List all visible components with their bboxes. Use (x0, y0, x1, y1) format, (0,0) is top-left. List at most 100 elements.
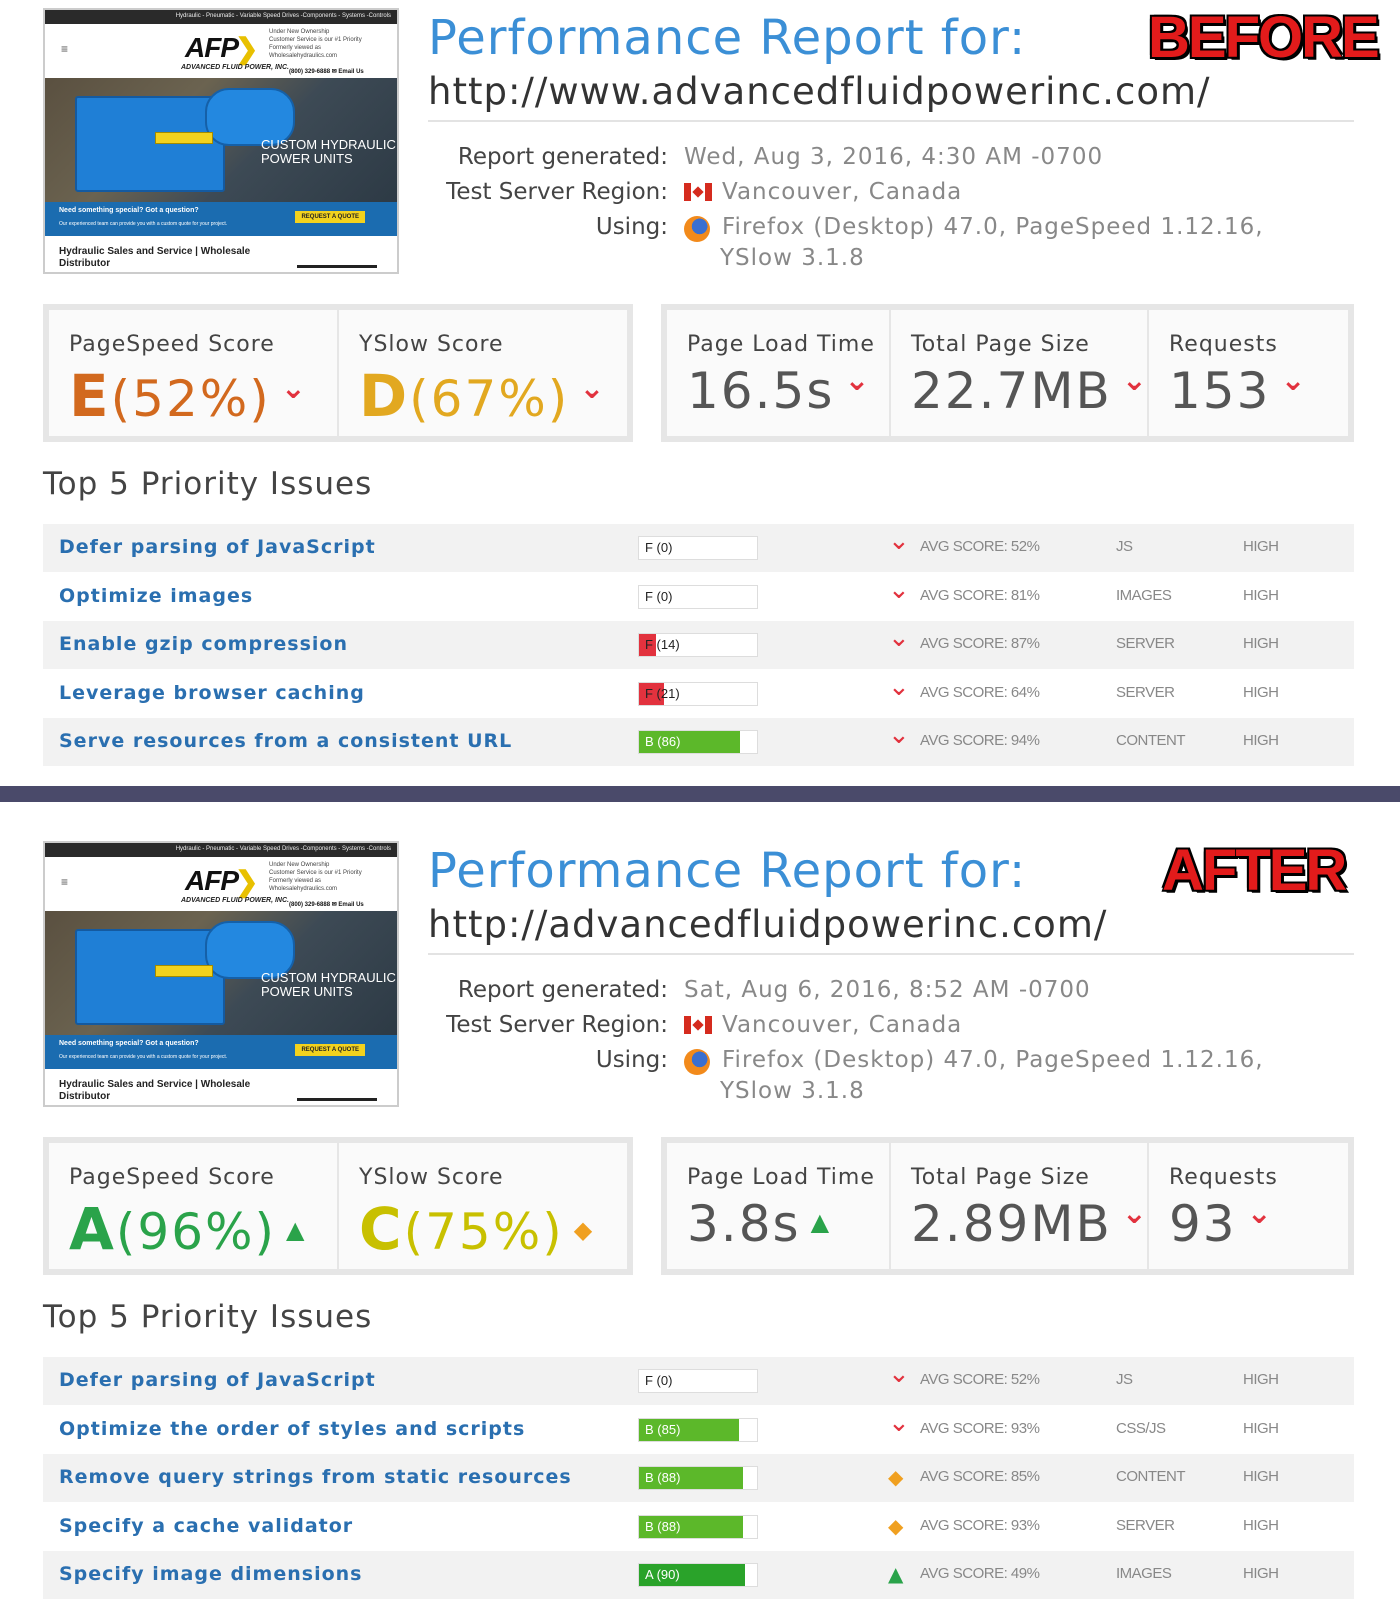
issue-name[interactable]: Specify a cache validator (59, 1514, 354, 1537)
issue-type: JS (1116, 1371, 1133, 1388)
issue-avg-score: AVG SCORE: 49% (920, 1565, 1040, 1582)
issue-avg-score: AVG SCORE: 64% (920, 683, 1040, 701)
using-value-cont: YSlow 3.1.8 (720, 1078, 865, 1104)
issue-name[interactable]: Enable gzip compression (59, 633, 349, 655)
load-number: 16.5s (687, 362, 835, 420)
thumb-quote-band: Need something special? Got a question? … (45, 202, 397, 236)
stamp-label: AFTER (1162, 838, 1347, 903)
issue-name[interactable]: Defer parsing of JavaScript (59, 1369, 376, 1391)
issue-row[interactable]: Specify a cache validator B (88) ◆ AVG SCOR… (43, 1503, 1354, 1551)
motor-image (205, 921, 295, 979)
issue-name[interactable]: Defer parsing of JavaScript (59, 536, 376, 558)
yslow-percent: (67%) (409, 370, 570, 428)
header-rule (428, 953, 1354, 955)
thumb-info: Under New Ownership Customer Service is … (269, 28, 362, 60)
info-line: Customer Service is our #1 Priority (269, 37, 362, 43)
issue-row[interactable]: Serve resources from a consistent URL B (… (43, 718, 1354, 766)
chevron-down-icon: ⌄ (579, 371, 607, 406)
yslow-percent: (75%) (403, 1203, 564, 1261)
chevron-down-icon: ⌄ (1280, 363, 1308, 398)
issue-type: SERVER (1116, 683, 1175, 701)
section-divider (0, 786, 1400, 802)
hero-text: CUSTOM HYDRAULIC POWER UNITS (261, 971, 396, 999)
region-value: Vancouver, Canada (722, 1012, 963, 1038)
issue-name[interactable]: Specify image dimensions (59, 1563, 363, 1585)
chevron-right-icon: ❯ (235, 33, 259, 64)
load-value: 3.8s ▲ (687, 1195, 831, 1253)
info-line: Under New Ownership (269, 862, 330, 868)
yslow-score: YSlow Score D(67%) ⌄ (339, 310, 627, 436)
page-load-time: Page Load Time 16.5s ⌄ (667, 310, 891, 436)
issue-name[interactable]: Serve resources from a consistent URL (59, 730, 513, 752)
issue-row[interactable]: Optimize images F (0) ⌄ AVG SCORE: 81% IMAGE… (43, 573, 1354, 621)
info-line: Formerly viewed as (269, 878, 322, 884)
issue-grade-bar: F (0) (638, 584, 758, 609)
pagespeed-value: A(96%) ▲ (69, 1195, 307, 1263)
chevron-down-icon: ⌄ (888, 526, 910, 556)
thumb-topbar: Hydraulic - Pneumatic - Variable Speed D… (45, 843, 397, 857)
requests-number: 93 (1169, 1195, 1237, 1253)
firefox-icon (684, 1049, 710, 1075)
issue-row[interactable]: Enable gzip compression F (14) ⌄ AVG SCORE:… (43, 621, 1354, 669)
diamond-icon: ◆ (888, 1513, 904, 1538)
header-rule (428, 120, 1354, 122)
issue-grade: F (0) (645, 1373, 673, 1388)
issue-grade-bar: F (0) (638, 536, 758, 560)
issue-name[interactable]: Remove query strings from static resourc… (59, 1466, 572, 1488)
issue-name[interactable]: Leverage browser caching (59, 681, 365, 704)
request-quote-button: REQUEST A QUOTE (295, 1044, 365, 1056)
thumb-phone: (800) 329-6888 ✉ Email Us (289, 902, 364, 908)
motor-image (205, 88, 295, 146)
footer-text: Hydraulic Sales and Service | Wholesale … (59, 246, 251, 269)
band-question: Need something special? Got a question? (59, 1040, 199, 1047)
issue-type: CSS/JS (1116, 1419, 1166, 1437)
issue-avg-score: AVG SCORE: 52% (920, 1371, 1040, 1388)
using-value: Firefox (Desktop) 47.0, PageSpeed 1.12.1… (722, 214, 1264, 240)
generated-value: Sat, Aug 6, 2016, 8:52 AM -0700 (684, 977, 1091, 1003)
issue-priority: HIGH (1243, 538, 1279, 555)
label-tag (155, 132, 213, 144)
issue-name[interactable]: Optimize images (59, 584, 254, 607)
issue-row[interactable]: Specify image dimensions A (90) ▲ AVG SCORE… (43, 1551, 1354, 1599)
issue-priority: HIGH (1243, 635, 1279, 652)
load-number: 3.8s (687, 1195, 801, 1253)
issue-row[interactable]: Defer parsing of JavaScript F (0) ⌄ AVG SCO… (43, 1357, 1354, 1405)
arrow-up-icon: ▲ (286, 1215, 307, 1244)
chevron-down-icon: ⌄ (1121, 1196, 1149, 1231)
band-question: Need something special? Got a question? (59, 207, 199, 214)
thumb-hero: CUSTOM HYDRAULIC POWER UNITS (45, 78, 397, 202)
report-url[interactable]: http://advancedfluidpowerinc.com/ (428, 903, 1108, 946)
pagespeed-label: PageSpeed Score (69, 332, 275, 357)
issue-grade-bar: A (90) (638, 1563, 758, 1587)
requests-number: 153 (1169, 362, 1271, 420)
info-line: Customer Service is our #1 Priority (269, 870, 362, 876)
issue-name[interactable]: Optimize the order of styles and scripts (59, 1417, 526, 1440)
canada-flag-icon (684, 183, 712, 201)
issue-row[interactable]: Leverage browser caching F (21) ⌄ AVG SCORE… (43, 670, 1354, 718)
issue-row[interactable]: Optimize the order of styles and scripts… (43, 1406, 1354, 1454)
performance-report: Hydraulic - Pneumatic - Variable Speed D… (0, 833, 1400, 1600)
issue-priority: HIGH (1243, 1516, 1279, 1534)
afp-logo: AFP (185, 32, 239, 63)
issue-grade: F (0) (645, 540, 673, 555)
firefox-icon (684, 216, 710, 242)
yslow-score: YSlow Score C(75%) ◆ (339, 1143, 627, 1269)
chevron-down-icon: ⌄ (844, 363, 872, 398)
load-label: Page Load Time (687, 1165, 875, 1190)
band-subtext: Our experienced team can provide you wit… (59, 1054, 228, 1060)
issue-grade: A (90) (645, 1567, 680, 1582)
grade-bar-fill (639, 1515, 743, 1538)
generated-label: Report generated: (457, 977, 668, 1003)
issue-row[interactable]: Defer parsing of JavaScript F (0) ⌄ AVG SCO… (43, 524, 1354, 572)
report-url[interactable]: http://www.advancedfluidpowerinc.com/ (428, 70, 1211, 113)
issue-avg-score: AVG SCORE: 85% (920, 1468, 1040, 1485)
issue-type: SERVER (1116, 1516, 1175, 1534)
issue-row[interactable]: Remove query strings from static resourc… (43, 1454, 1354, 1502)
issue-priority: HIGH (1243, 1371, 1279, 1388)
site-screenshot: Hydraulic - Pneumatic - Variable Speed D… (43, 841, 399, 1107)
logo-subtitle: ADVANCED FLUID POWER, INC. (181, 897, 289, 904)
issue-grade-bar: B (86) (638, 730, 758, 754)
issue-grade: F (0) (645, 588, 673, 604)
info-line: Wholesalehydraulics.com (269, 53, 338, 59)
afp-logo: AFP (185, 865, 239, 896)
